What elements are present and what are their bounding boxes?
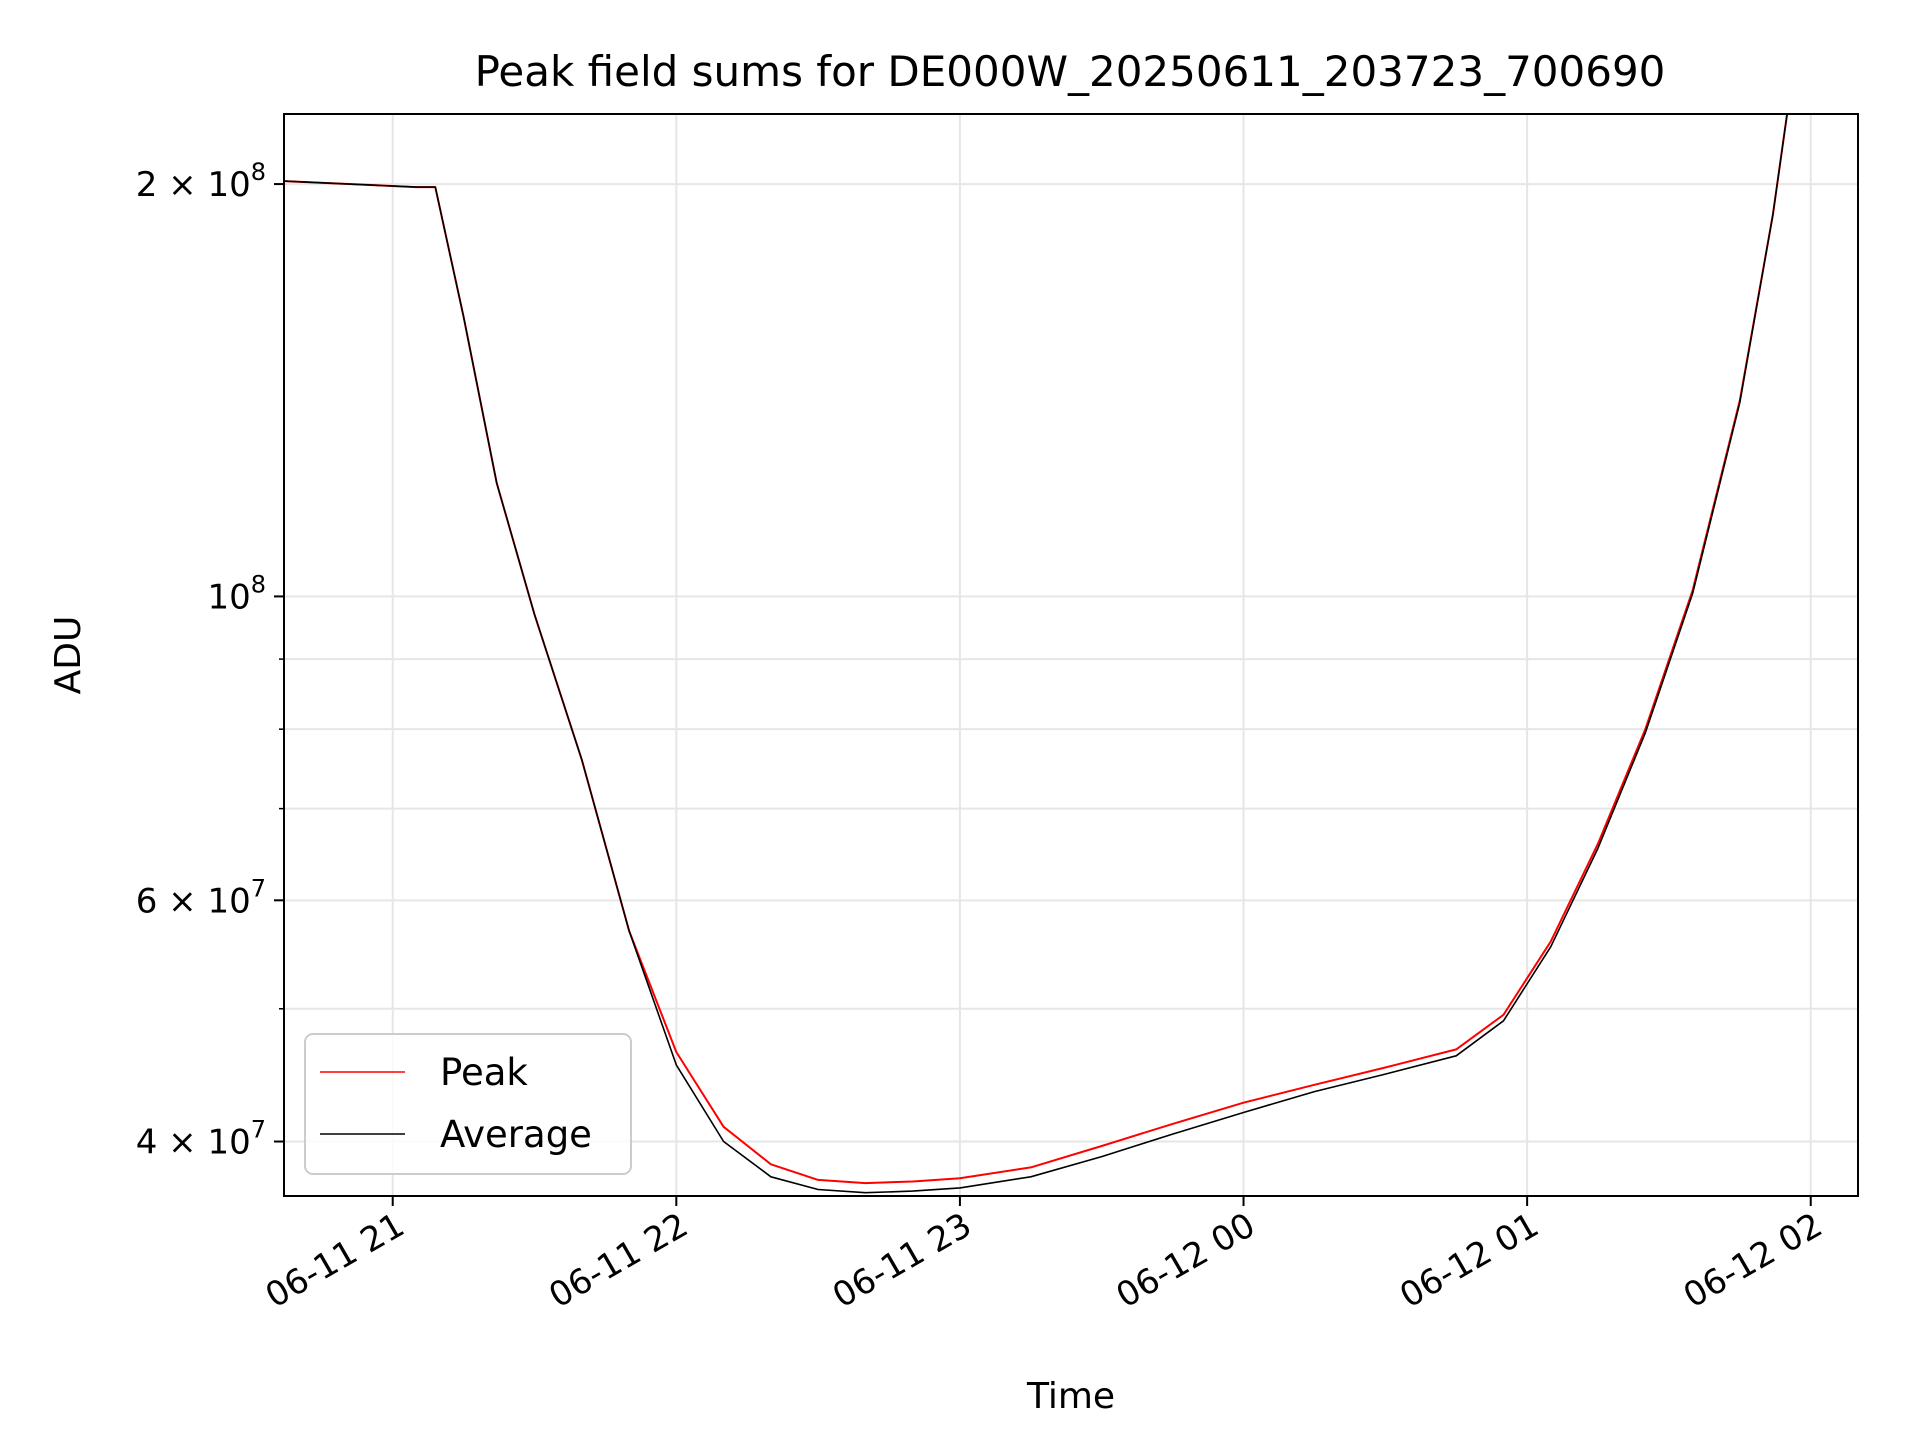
y-tick-label: 108	[207, 570, 266, 617]
series-layer	[283, 113, 1789, 1194]
legend-label-average: Average	[440, 1113, 592, 1156]
x-axis-label: Time	[1026, 1376, 1115, 1417]
legend: Peak Average	[304, 1033, 632, 1175]
y-axis-label: ADU	[48, 616, 89, 695]
y-tick-label: 6 × 107	[136, 874, 266, 921]
series-line-average	[283, 113, 1788, 1194]
chart-title: Peak field sums for DE000W_20250611_2037…	[475, 47, 1666, 96]
legend-label-peak: Peak	[440, 1051, 528, 1094]
y-tick-label: 2 × 108	[136, 158, 266, 205]
legend-box	[304, 1033, 632, 1175]
grid	[284, 114, 1858, 1196]
plot-frame	[283, 113, 1859, 1197]
y-axis-ticks: 4 × 107 6 × 107 108 2 × 108	[136, 158, 284, 1163]
y-tick-label: 4 × 107	[136, 1116, 266, 1163]
